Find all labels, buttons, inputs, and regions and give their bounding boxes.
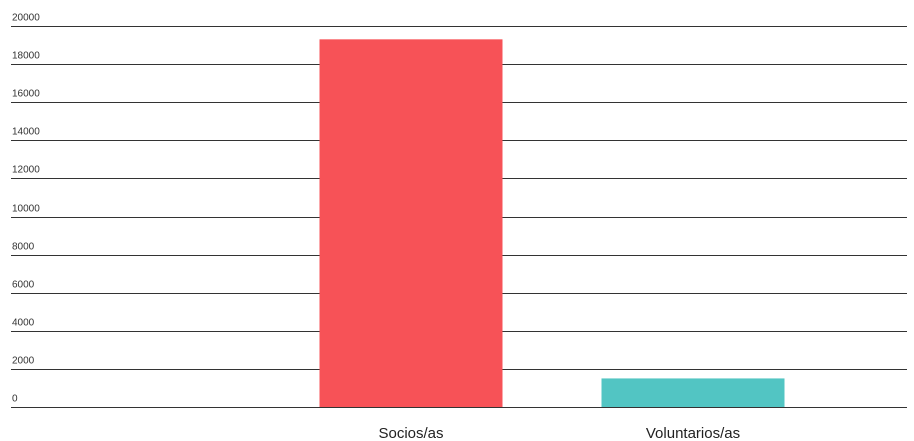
y-tick-label: 2000 (12, 356, 35, 367)
y-tick-labels: 0 2000 4000 6000 8000 10000 12000 14000 16000 180… (12, 13, 40, 405)
y-tick-label: 14000 (12, 127, 40, 138)
bar-0 (319, 39, 503, 408)
y-tick-label: 12000 (12, 165, 40, 176)
y-tick-label: 18000 (12, 51, 40, 62)
y-tick-label: 6000 (12, 280, 35, 291)
y-tick-label: 8000 (12, 242, 35, 253)
bars (319, 39, 785, 408)
y-tick-label: 0 (12, 394, 18, 405)
bar-1 (601, 378, 785, 407)
x-category-label: Socios/as (378, 425, 443, 441)
y-tick-label: 16000 (12, 89, 40, 100)
y-tick-label: 20000 (12, 13, 40, 24)
x-category-label: Voluntarios/as (646, 425, 740, 441)
y-tick-label: 4000 (12, 318, 35, 329)
x-category-labels: Socios/as Voluntarios/as (378, 425, 740, 441)
y-tick-label: 10000 (12, 204, 40, 215)
